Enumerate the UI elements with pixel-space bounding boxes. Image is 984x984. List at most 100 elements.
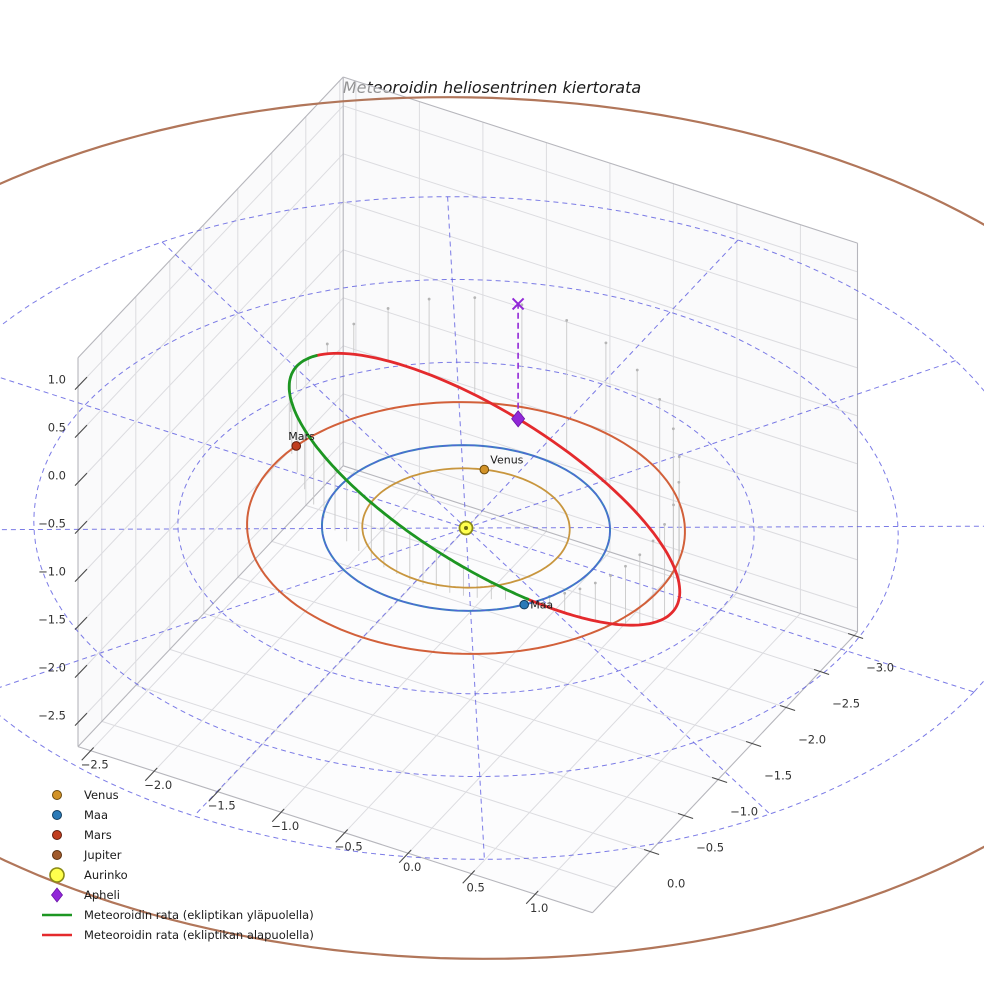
y-tick-label: −1.0 bbox=[730, 804, 758, 818]
stem-dot bbox=[563, 591, 567, 595]
floor-gridline bbox=[237, 576, 753, 744]
x-tick bbox=[462, 870, 476, 884]
stem-dot bbox=[609, 574, 612, 577]
jupiter-orbit bbox=[0, 96, 984, 960]
y-tick-label: −1.5 bbox=[764, 768, 792, 782]
axis-spine bbox=[77, 76, 344, 359]
venus-label: Venus bbox=[490, 454, 523, 467]
floor-gridline bbox=[534, 613, 801, 895]
axis-spine bbox=[77, 746, 593, 914]
ecliptic-circle-r1 bbox=[321, 444, 611, 612]
stem-dot bbox=[658, 397, 662, 401]
y-tick bbox=[711, 776, 728, 784]
y-tick-label: −3.0 bbox=[866, 660, 894, 674]
maa-marker bbox=[519, 599, 530, 610]
stem-dot bbox=[677, 480, 681, 484]
stem-dot bbox=[671, 427, 675, 431]
y-tick bbox=[677, 812, 694, 820]
floor-gridline bbox=[153, 490, 420, 772]
x-tick-label: −2.0 bbox=[144, 778, 172, 792]
y-tick bbox=[813, 668, 830, 676]
y-tick bbox=[779, 704, 796, 712]
stem-dot bbox=[578, 587, 582, 591]
x-tick-label: 0.5 bbox=[467, 881, 485, 895]
floor-gridline bbox=[203, 612, 719, 780]
left-wall-gridline bbox=[77, 393, 344, 675]
stem-dot bbox=[565, 319, 569, 322]
x-tick bbox=[271, 808, 285, 823]
y-tick bbox=[643, 848, 660, 856]
axis-spine bbox=[343, 76, 858, 244]
legend-label: Apheli bbox=[84, 888, 120, 902]
z-tick-label: −1.0 bbox=[38, 565, 66, 579]
z-tick bbox=[74, 616, 88, 630]
x-tick-label: −1.5 bbox=[208, 799, 236, 813]
legend-label: Mars bbox=[84, 828, 112, 842]
back-wall-gridline bbox=[343, 249, 858, 417]
stem-dot bbox=[427, 297, 431, 301]
back-wall-gridline bbox=[343, 153, 858, 321]
stem-dot bbox=[352, 322, 356, 326]
mars-marker bbox=[291, 441, 302, 451]
z-tick-label: 1.0 bbox=[48, 373, 66, 387]
back-pane bbox=[343, 77, 858, 632]
back-wall-gridline bbox=[343, 201, 858, 369]
z-tick bbox=[74, 664, 88, 678]
legend-label: Meteoroidin rata (ekliptikan yläpuolella… bbox=[84, 908, 314, 922]
left-wall-gridline bbox=[77, 297, 344, 579]
axis-tick-labels: −2.5 −2.0 −1.5 −1.0 −0.5 0.0 0.5 1.0 −3.0 −2.5 −2.… bbox=[38, 373, 894, 916]
venus-orbit bbox=[361, 467, 571, 589]
legend-item: Aurinko bbox=[49, 867, 128, 883]
legend-diamond-swatch bbox=[50, 887, 64, 903]
z-tick-label: −2.5 bbox=[38, 709, 66, 723]
ecliptic-circle-r2 bbox=[177, 361, 755, 695]
stem-dot bbox=[325, 342, 329, 346]
apheli-projection-x-icon bbox=[511, 297, 525, 311]
z-tick-label: 0.0 bbox=[48, 469, 66, 483]
venus-marker bbox=[479, 464, 490, 475]
stem-dot bbox=[593, 581, 597, 585]
legend-marker-swatch bbox=[49, 867, 65, 883]
left-wall-gridline bbox=[77, 105, 344, 387]
floor-gridline bbox=[471, 592, 738, 875]
back-wall-gridline bbox=[343, 441, 858, 609]
legend-item: Mars bbox=[52, 828, 112, 842]
floor-pane bbox=[78, 465, 858, 913]
floor-gridline bbox=[344, 551, 611, 834]
floor-gridline bbox=[305, 504, 821, 672]
stem-dot bbox=[651, 539, 655, 543]
y-tick-label: −2.5 bbox=[832, 696, 860, 710]
z-tick bbox=[74, 712, 88, 726]
stem-dot bbox=[604, 341, 608, 345]
meteoroid-orbit-above bbox=[287, 354, 530, 601]
legend-item: Meteoroidin rata (ekliptikan yläpuolella… bbox=[42, 908, 314, 922]
axis-spine bbox=[592, 631, 858, 914]
y-tick-label: −0.5 bbox=[696, 840, 724, 854]
floor-gridline bbox=[90, 469, 357, 752]
mars-label: Mars bbox=[288, 430, 315, 443]
floor-gridline bbox=[339, 468, 855, 636]
z-tick-label: 0.5 bbox=[48, 421, 66, 435]
sun-marker bbox=[458, 520, 474, 536]
x-tick bbox=[525, 890, 539, 905]
legend-item: Venus bbox=[52, 788, 119, 802]
z-tick-label: −2.0 bbox=[38, 661, 66, 675]
z-tick-label: −0.5 bbox=[38, 517, 66, 531]
z-tick bbox=[74, 472, 88, 486]
x-tick bbox=[398, 849, 412, 864]
axis-ticks bbox=[74, 376, 864, 905]
axis-spine bbox=[77, 465, 344, 747]
legend-item: Meteoroidin rata (ekliptikan alapuolella… bbox=[42, 928, 314, 942]
left-wall-gridline bbox=[77, 441, 344, 723]
stem-dot bbox=[624, 564, 627, 568]
legend-marker-swatch bbox=[52, 810, 62, 820]
ecliptic-radial-line bbox=[447, 196, 485, 860]
floor-gridline bbox=[271, 540, 787, 708]
mars-orbit bbox=[246, 401, 686, 655]
x-tick bbox=[335, 829, 349, 843]
floor-gridline bbox=[280, 531, 547, 813]
x-tick bbox=[81, 747, 95, 761]
z-tick-label: −1.5 bbox=[38, 613, 66, 627]
